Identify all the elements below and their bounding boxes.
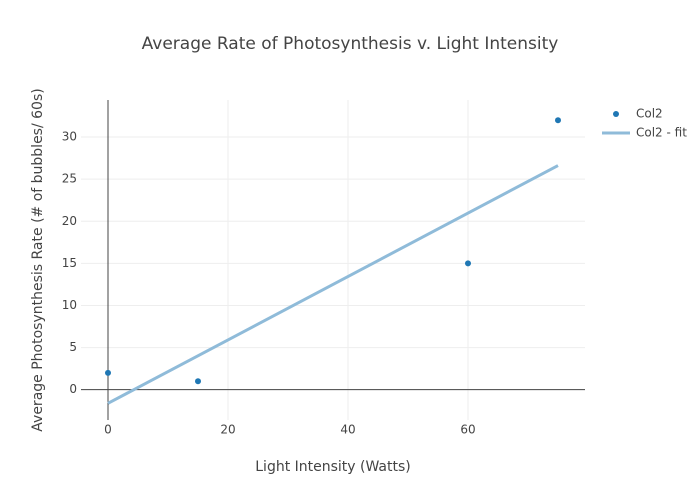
legend-label: Col2	[636, 107, 663, 121]
x-tick-label: 40	[340, 423, 355, 437]
y-tick-label: 10	[62, 298, 77, 312]
y-tick-label: 5	[69, 340, 77, 354]
y-tick-label: 25	[62, 172, 77, 186]
x-tick-label: 20	[220, 423, 235, 437]
x-tick-label: 0	[104, 423, 112, 437]
point	[105, 369, 111, 376]
point	[555, 117, 561, 124]
y-tick-label: 20	[62, 214, 77, 228]
y-axis-title: Average Photosynthesis Rate (# of bubble…	[30, 88, 46, 431]
point	[195, 378, 201, 385]
legend-swatch	[613, 111, 619, 117]
y-tick-label: 0	[69, 382, 77, 396]
point	[465, 260, 471, 267]
fit-line	[107, 164, 559, 405]
y-tick-label: 15	[62, 256, 77, 270]
y-tick-label: 30	[62, 130, 77, 144]
x-axis-title: Light Intensity (Watts)	[255, 459, 411, 475]
x-tick-label: 60	[460, 423, 475, 437]
legend-label: Col2 - fit	[636, 126, 687, 140]
chart-title: Average Rate of Photosynthesis v. Light …	[142, 34, 559, 54]
